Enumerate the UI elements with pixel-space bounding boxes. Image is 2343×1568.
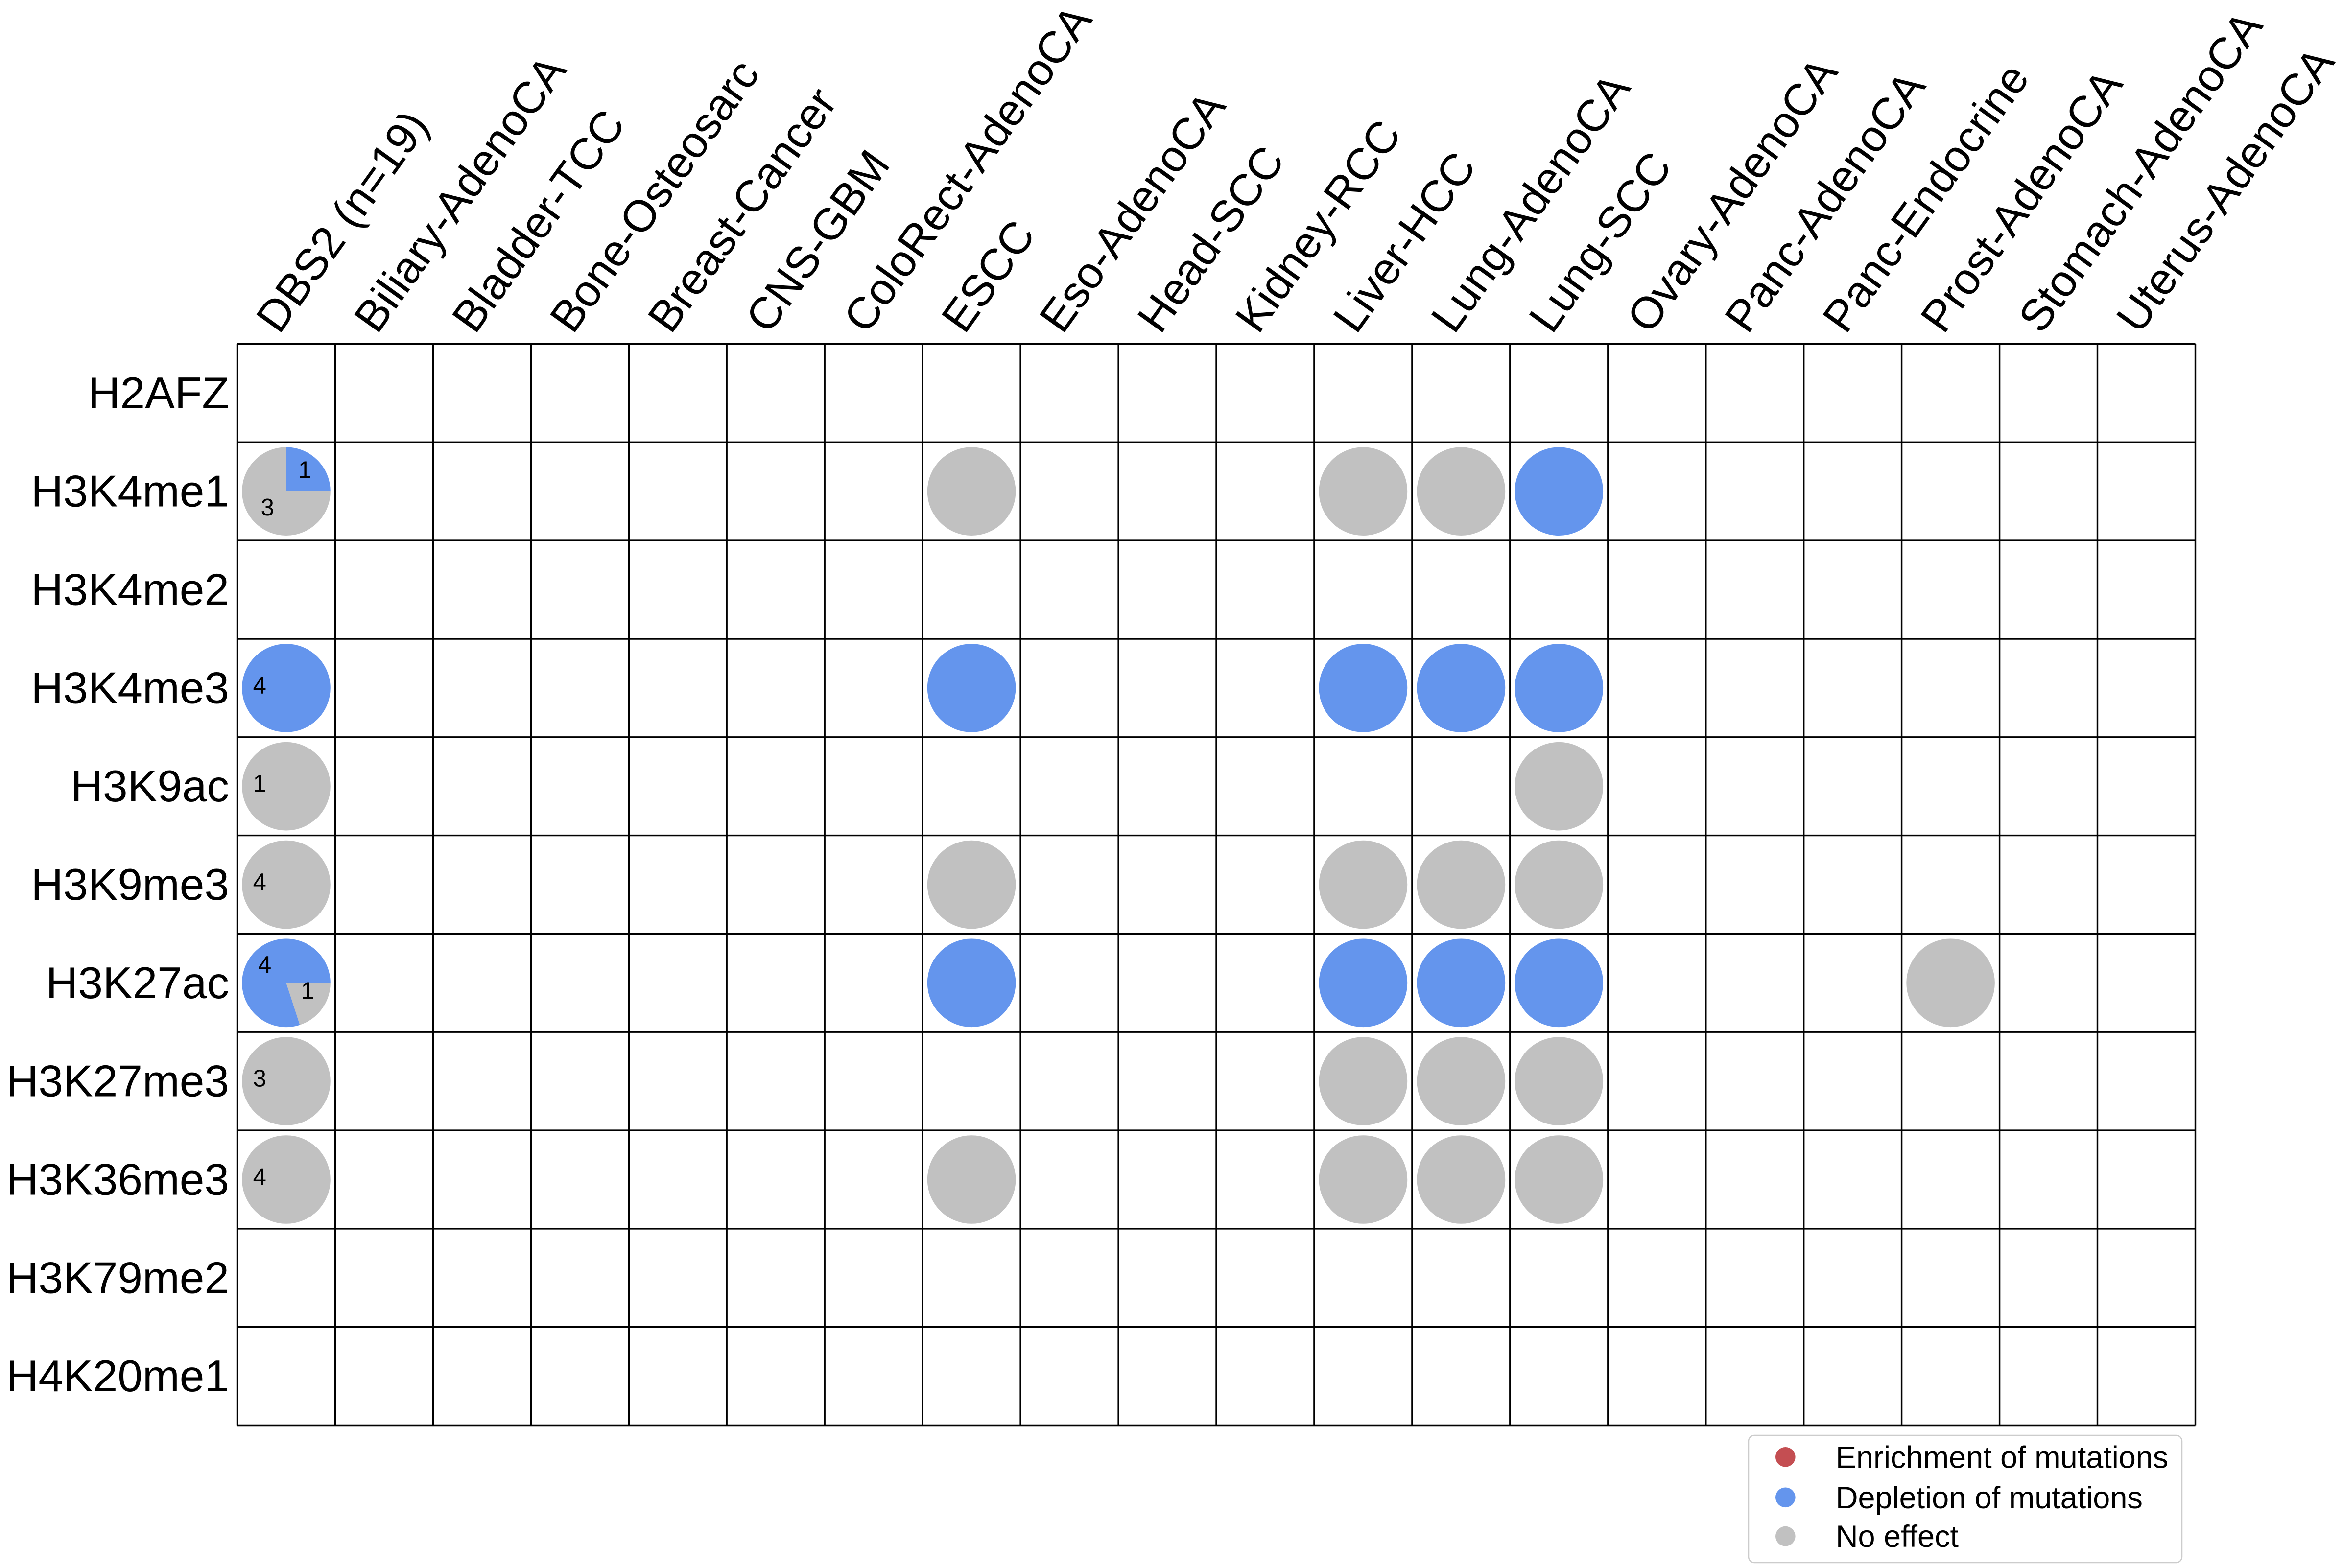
- svg-text:Depletion of mutations: Depletion of mutations: [1836, 1481, 2143, 1515]
- svg-text:4: 4: [253, 672, 266, 699]
- svg-text:4: 4: [253, 1164, 266, 1191]
- svg-text:3: 3: [253, 1066, 266, 1092]
- svg-text:4: 4: [258, 952, 271, 978]
- svg-text:Enrichment of mutations: Enrichment of mutations: [1836, 1440, 2168, 1474]
- svg-text:H3K36me3: H3K36me3: [6, 1155, 229, 1205]
- svg-text:3: 3: [261, 494, 274, 521]
- svg-text:H3K9ac: H3K9ac: [71, 762, 229, 811]
- svg-text:H3K9me3: H3K9me3: [31, 860, 229, 910]
- svg-text:H3K4me2: H3K4me2: [31, 565, 229, 615]
- svg-text:H3K4me1: H3K4me1: [31, 467, 229, 516]
- svg-text:H3K79me2: H3K79me2: [6, 1253, 229, 1303]
- svg-text:No effect: No effect: [1836, 1520, 1959, 1554]
- svg-text:1: 1: [253, 771, 266, 797]
- svg-text:H2AFZ: H2AFZ: [88, 369, 229, 418]
- svg-text:4: 4: [253, 869, 266, 895]
- svg-text:H4K20me1: H4K20me1: [6, 1352, 229, 1401]
- svg-text:H3K27me3: H3K27me3: [6, 1057, 229, 1106]
- svg-text:1: 1: [298, 457, 311, 483]
- svg-text:H3K27ac: H3K27ac: [46, 959, 229, 1008]
- svg-text:H3K4me3: H3K4me3: [31, 663, 229, 713]
- svg-text:1: 1: [301, 978, 314, 1005]
